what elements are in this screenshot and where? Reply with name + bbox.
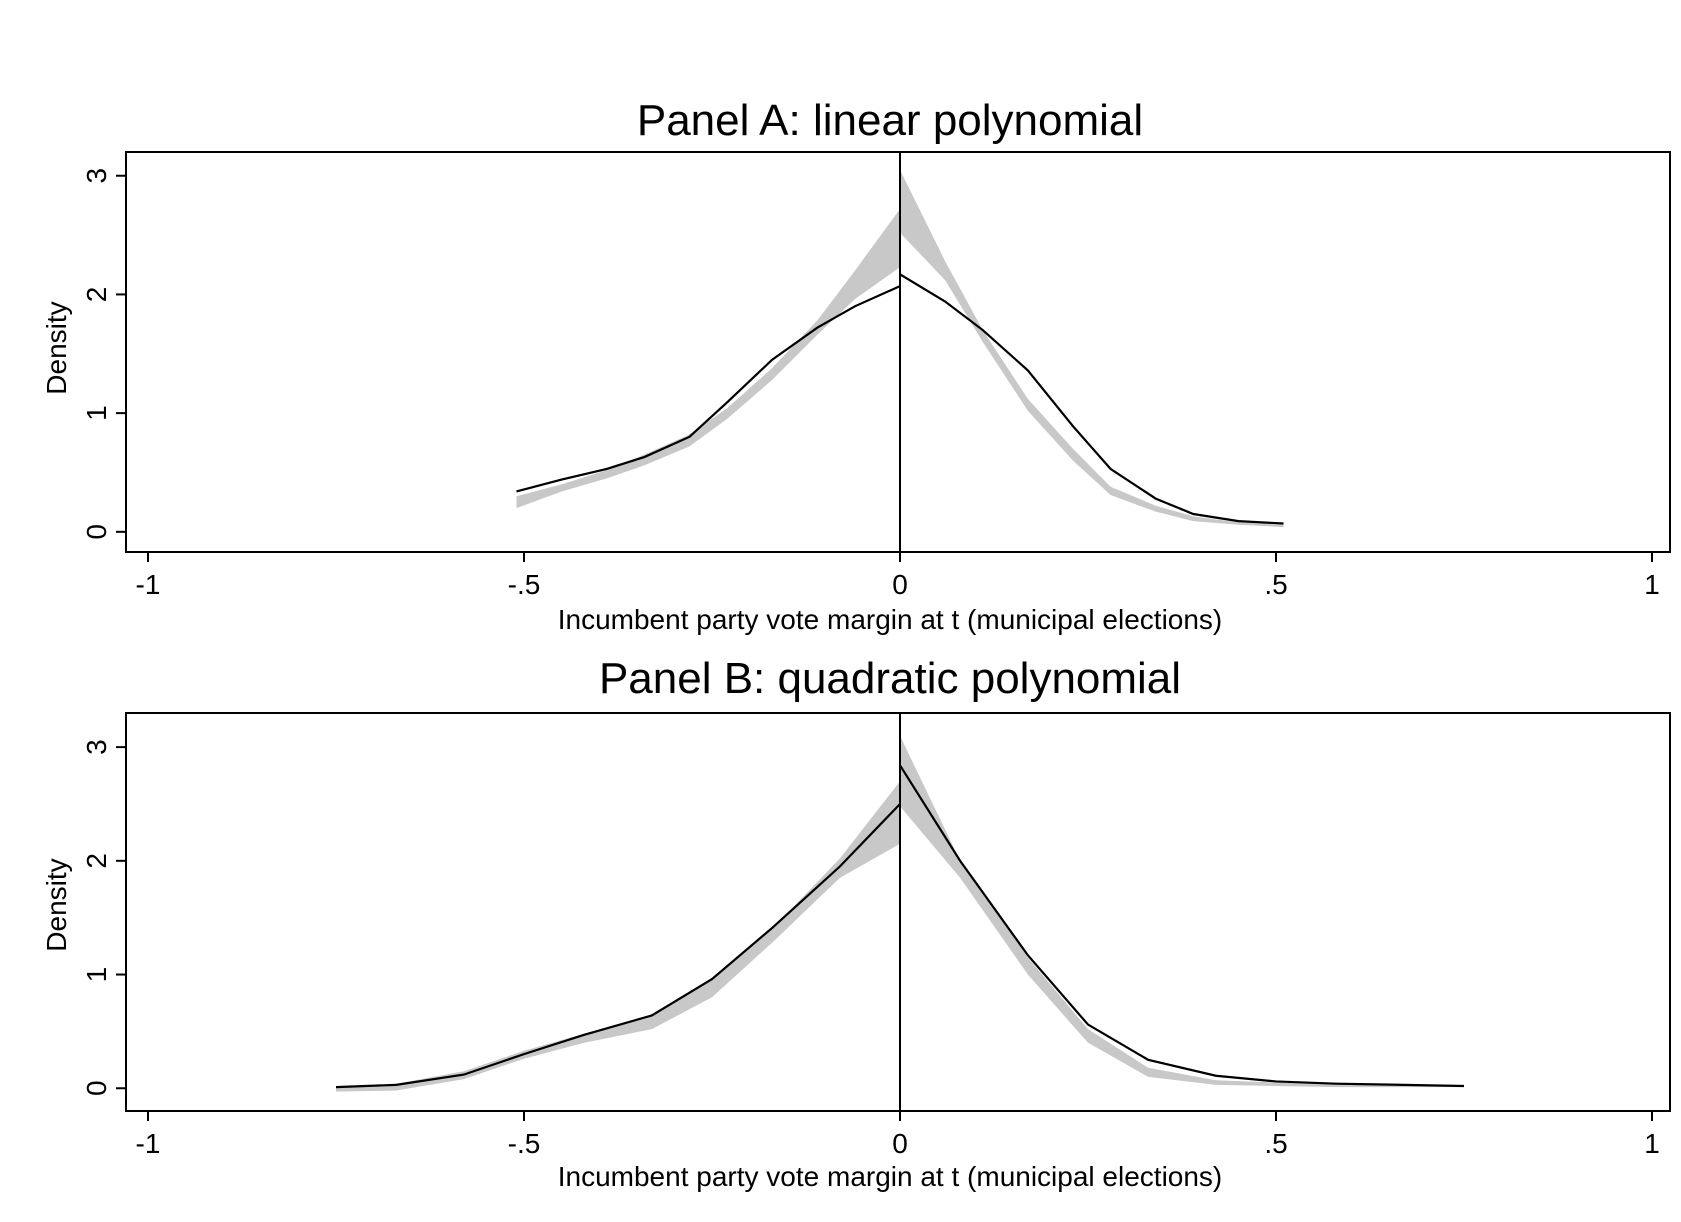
panel-a-x-axis-label: Incumbent party vote margin at t (munici… <box>558 604 1223 635</box>
panel-a-x-tick-label: -.5 <box>508 569 541 600</box>
panel-a-fitted-band-left <box>516 208 900 509</box>
panel-a-y-tick-label: 1 <box>81 405 112 421</box>
panel-a-x-tick-label: .5 <box>1264 569 1287 600</box>
panel-b-density-line-right <box>899 764 1465 1088</box>
panel-b-density-line-left <box>335 803 901 1089</box>
panel-b-x-tick-label: .5 <box>1264 1128 1287 1159</box>
panel-a-title: Panel A: linear polynomial <box>637 96 1143 145</box>
panel-a-x-tick-label: -1 <box>136 569 161 600</box>
panel-a-fitted-band-right <box>900 169 1284 528</box>
panel-b-x-axis-label: Incumbent party vote margin at t (munici… <box>558 1161 1223 1192</box>
panel-b: Panel B: quadratic polynomial Density In… <box>41 654 1671 1192</box>
panel-b-plot-frame <box>125 712 1671 1112</box>
panel-a-density-line-left <box>516 285 901 493</box>
panel-b-x-tick-label: 1 <box>1644 1128 1660 1159</box>
panel-a: Panel A: linear polynomial Density Incum… <box>41 96 1671 635</box>
panel-a-y-axis-label: Density <box>41 301 72 394</box>
panel-a-y-tick-label: 3 <box>81 168 112 184</box>
panel-b-y-tick-label: 2 <box>81 853 112 869</box>
panel-b-title: Panel B: quadratic polynomial <box>599 654 1181 703</box>
panel-a-y-tick-label: 0 <box>81 524 112 540</box>
panel-a-plot-frame <box>125 151 1671 553</box>
panel-b-y-axis-label: Density <box>41 858 72 951</box>
panel-b-y-tick-label: 0 <box>81 1080 112 1096</box>
panel-a-x-tick-label: 0 <box>892 569 908 600</box>
panel-b-x-tick-label: 0 <box>892 1128 908 1159</box>
panel-b-y-tick-label: 1 <box>81 967 112 983</box>
panel-b-fitted-band-left <box>336 781 900 1092</box>
panel-b-y-tick-label: 3 <box>81 739 112 755</box>
panel-b-x-tick-label: -.5 <box>508 1128 541 1159</box>
panel-b-x-tick-label: -1 <box>136 1128 161 1159</box>
panel-b-fitted-band-right <box>900 735 1464 1088</box>
panel-a-x-tick-label: 1 <box>1644 569 1660 600</box>
panel-a-density-line-right <box>899 273 1284 525</box>
panel-a-y-tick-label: 2 <box>81 287 112 303</box>
